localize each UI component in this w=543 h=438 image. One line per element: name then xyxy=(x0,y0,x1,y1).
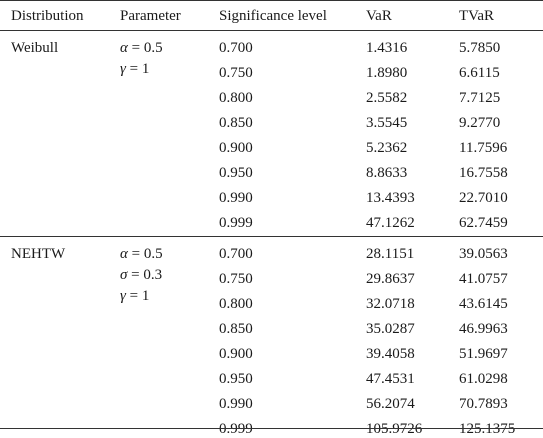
header-parameter: Parameter xyxy=(120,8,181,24)
distribution-label: Weibull xyxy=(11,40,59,56)
significance-level-cell: 0.750 xyxy=(219,65,253,81)
significance-level-cell: 0.990 xyxy=(219,396,253,412)
var-cell: 3.5545 xyxy=(366,115,408,131)
significance-level-cell: 0.850 xyxy=(219,321,253,337)
significance-level-cell: 0.900 xyxy=(219,346,253,362)
header-tvar: TVaR xyxy=(459,8,494,24)
var-cell: 35.0287 xyxy=(366,321,415,337)
header-rule xyxy=(0,30,543,31)
significance-level-cell: 0.700 xyxy=(219,246,253,262)
significance-level-cell: 0.999 xyxy=(219,215,253,231)
tvar-cell: 22.7010 xyxy=(459,190,508,206)
header-var: VaR xyxy=(366,8,392,24)
tvar-cell: 46.9963 xyxy=(459,321,508,337)
tvar-cell: 16.7558 xyxy=(459,165,508,181)
significance-level-cell: 0.900 xyxy=(219,140,253,156)
var-cell: 29.8637 xyxy=(366,271,415,287)
significance-level-cell: 0.700 xyxy=(219,40,253,56)
tvar-cell: 11.7596 xyxy=(459,140,508,156)
tvar-cell: 7.7125 xyxy=(459,90,501,106)
tvar-cell: 70.7893 xyxy=(459,396,508,412)
parameter-value: γ = 1 xyxy=(120,288,150,304)
table-top-rule xyxy=(0,0,543,1)
var-cell: 56.2074 xyxy=(366,396,415,412)
var-cell: 32.0718 xyxy=(366,296,415,312)
tvar-cell: 43.6145 xyxy=(459,296,508,312)
table-bottom-rule xyxy=(0,428,543,429)
tvar-cell: 39.0563 xyxy=(459,246,508,262)
tvar-cell: 51.9697 xyxy=(459,346,508,362)
header-distribution: Distribution xyxy=(11,8,84,24)
tvar-cell: 41.0757 xyxy=(459,271,508,287)
tvar-cell: 62.7459 xyxy=(459,215,508,231)
var-cell: 8.8633 xyxy=(366,165,408,181)
significance-level-cell: 0.750 xyxy=(219,271,253,287)
parameter-value: γ = 1 xyxy=(120,61,150,77)
tvar-cell: 5.7850 xyxy=(459,40,501,56)
significance-level-cell: 0.850 xyxy=(219,115,253,131)
significance-level-cell: 0.990 xyxy=(219,190,253,206)
significance-level-cell: 0.950 xyxy=(219,165,253,181)
var-cell: 5.2362 xyxy=(366,140,408,156)
significance-level-cell: 0.999 xyxy=(219,421,253,437)
var-cell: 105.9726 xyxy=(366,421,423,437)
var-cell: 47.1262 xyxy=(366,215,415,231)
header-significance-level: Significance level xyxy=(219,8,327,24)
significance-level-cell: 0.950 xyxy=(219,371,253,387)
tvar-cell: 61.0298 xyxy=(459,371,508,387)
group-separator-rule xyxy=(0,236,543,237)
distribution-label: NEHTW xyxy=(11,246,66,262)
parameter-value: α = 0.5 xyxy=(120,246,163,262)
var-cell: 1.4316 xyxy=(366,40,408,56)
var-cell: 28.1151 xyxy=(366,246,415,262)
var-cell: 13.4393 xyxy=(366,190,415,206)
parameter-value: σ = 0.3 xyxy=(120,267,163,283)
tvar-cell: 9.2770 xyxy=(459,115,501,131)
significance-level-cell: 0.800 xyxy=(219,90,253,106)
var-cell: 2.5582 xyxy=(366,90,408,106)
var-cell: 1.8980 xyxy=(366,65,408,81)
tvar-cell: 6.6115 xyxy=(459,65,500,81)
parameter-value: α = 0.5 xyxy=(120,40,163,56)
var-cell: 47.4531 xyxy=(366,371,415,387)
significance-level-cell: 0.800 xyxy=(219,296,253,312)
var-cell: 39.4058 xyxy=(366,346,415,362)
tvar-cell: 125.1375 xyxy=(459,421,516,437)
